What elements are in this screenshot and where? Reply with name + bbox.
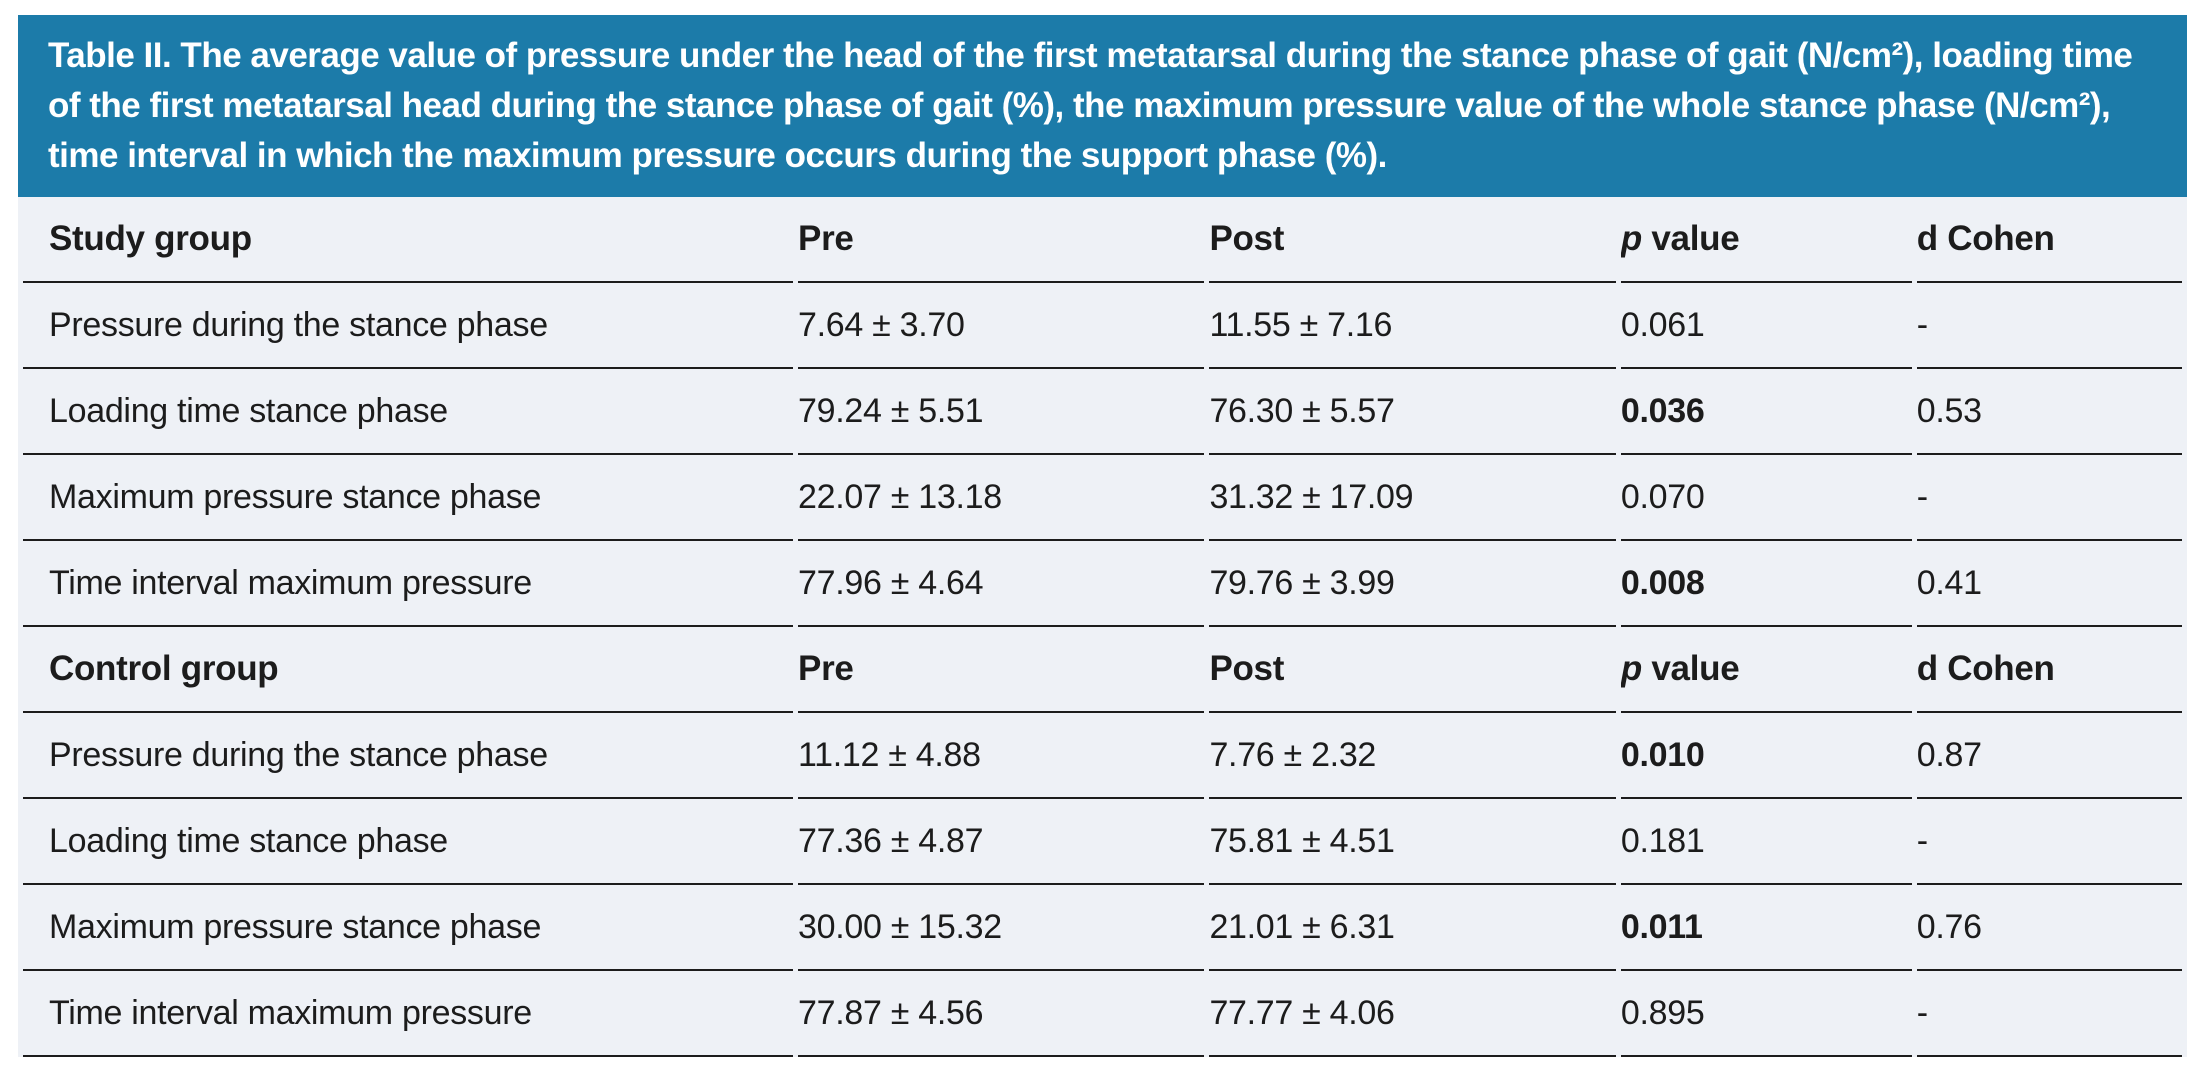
- p-value-cell: 0.061: [1620, 283, 1912, 369]
- post-value-cell: 11.55 ± 7.16: [1209, 283, 1616, 369]
- p-word: value: [1651, 219, 1740, 258]
- p-value-text: 0.036: [1620, 391, 1705, 430]
- pre-value-cell: 79.24 ± 5.51: [798, 369, 1205, 455]
- pre-value-cell: 30.00 ± 15.32: [798, 885, 1205, 971]
- table-figure: Table II. The average value of pressure …: [18, 15, 2187, 1057]
- row-label-cell: Loading time stance phase: [23, 369, 794, 455]
- row-label-cell: Loading time stance phase: [23, 799, 794, 885]
- d-cohen-header-cell: d Cohen: [1916, 197, 2182, 283]
- pre-value-cell: 77.36 ± 4.87: [798, 799, 1205, 885]
- table-row: Maximum pressure stance phase 30.00 ± 15…: [23, 885, 2182, 971]
- results-table: Study group Pre Post p value d Cohen Pre…: [18, 197, 2187, 1057]
- p-value-cell: 0.008: [1620, 541, 1912, 627]
- p-symbol: p: [1620, 219, 1642, 258]
- table-row: Maximum pressure stance phase 22.07 ± 13…: [23, 455, 2182, 541]
- group-header-cell: Control group: [23, 627, 794, 713]
- p-value-header-cell: p value: [1620, 627, 1912, 713]
- pre-value-cell: 77.87 ± 4.56: [798, 971, 1205, 1057]
- p-value-text: 0.070: [1620, 477, 1705, 516]
- table-row: Time interval maximum pressure 77.96 ± 4…: [23, 541, 2182, 627]
- p-value-cell: 0.070: [1620, 455, 1912, 541]
- d-cohen-cell: -: [1916, 799, 2182, 885]
- p-value-text: 0.008: [1620, 563, 1705, 602]
- row-label-cell: Pressure during the stance phase: [23, 713, 794, 799]
- p-symbol: p: [1620, 649, 1642, 688]
- section-header-row-control: Control group Pre Post p value d Cohen: [23, 627, 2182, 713]
- d-cohen-header-cell: d Cohen: [1916, 627, 2182, 713]
- post-value-cell: 76.30 ± 5.57: [1209, 369, 1616, 455]
- p-value-text: 0.010: [1620, 735, 1705, 774]
- p-value-cell: 0.011: [1620, 885, 1912, 971]
- p-value-cell: 0.036: [1620, 369, 1912, 455]
- row-label-cell: Maximum pressure stance phase: [23, 885, 794, 971]
- pre-value-cell: 77.96 ± 4.64: [798, 541, 1205, 627]
- row-label-cell: Maximum pressure stance phase: [23, 455, 794, 541]
- d-cohen-cell: 0.41: [1916, 541, 2182, 627]
- table-row: Pressure during the stance phase 11.12 ±…: [23, 713, 2182, 799]
- row-label-cell: Time interval maximum pressure: [23, 971, 794, 1057]
- section-header-row-study: Study group Pre Post p value d Cohen: [23, 197, 2182, 283]
- table-row: Loading time stance phase 79.24 ± 5.51 7…: [23, 369, 2182, 455]
- d-cohen-cell: -: [1916, 455, 2182, 541]
- p-word: value: [1651, 649, 1740, 688]
- group-header-cell: Study group: [23, 197, 794, 283]
- post-header-cell: Post: [1209, 197, 1616, 283]
- p-value-cell: 0.010: [1620, 713, 1912, 799]
- p-value-text: 0.895: [1620, 993, 1705, 1032]
- d-cohen-cell: -: [1916, 283, 2182, 369]
- pre-header-cell: Pre: [798, 627, 1205, 713]
- d-cohen-cell: -: [1916, 971, 2182, 1057]
- row-label-cell: Time interval maximum pressure: [23, 541, 794, 627]
- table-caption: Table II. The average value of pressure …: [18, 15, 2187, 197]
- p-value-text: 0.011: [1620, 907, 1703, 946]
- d-cohen-cell: 0.76: [1916, 885, 2182, 971]
- p-value-cell: 0.181: [1620, 799, 1912, 885]
- p-value-cell: 0.895: [1620, 971, 1912, 1057]
- pre-header-cell: Pre: [798, 197, 1205, 283]
- p-value-text: 0.061: [1620, 305, 1705, 344]
- pre-value-cell: 11.12 ± 4.88: [798, 713, 1205, 799]
- post-value-cell: 31.32 ± 17.09: [1209, 455, 1616, 541]
- post-header-cell: Post: [1209, 627, 1616, 713]
- p-value-header-cell: p value: [1620, 197, 1912, 283]
- post-value-cell: 21.01 ± 6.31: [1209, 885, 1616, 971]
- p-value-text: 0.181: [1620, 821, 1705, 860]
- d-cohen-cell: 0.53: [1916, 369, 2182, 455]
- post-value-cell: 79.76 ± 3.99: [1209, 541, 1616, 627]
- post-value-cell: 7.76 ± 2.32: [1209, 713, 1616, 799]
- pre-value-cell: 7.64 ± 3.70: [798, 283, 1205, 369]
- post-value-cell: 77.77 ± 4.06: [1209, 971, 1616, 1057]
- table-row: Pressure during the stance phase 7.64 ± …: [23, 283, 2182, 369]
- post-value-cell: 75.81 ± 4.51: [1209, 799, 1616, 885]
- table-row: Loading time stance phase 77.36 ± 4.87 7…: [23, 799, 2182, 885]
- d-cohen-cell: 0.87: [1916, 713, 2182, 799]
- row-label-cell: Pressure during the stance phase: [23, 283, 794, 369]
- table-row: Time interval maximum pressure 77.87 ± 4…: [23, 971, 2182, 1057]
- pre-value-cell: 22.07 ± 13.18: [798, 455, 1205, 541]
